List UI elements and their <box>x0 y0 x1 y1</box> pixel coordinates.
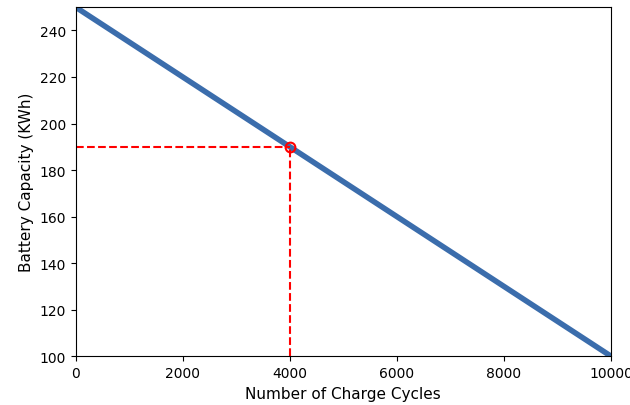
Y-axis label: Battery Capacity (KWh): Battery Capacity (KWh) <box>19 93 34 272</box>
X-axis label: Number of Charge Cycles: Number of Charge Cycles <box>246 386 441 401</box>
